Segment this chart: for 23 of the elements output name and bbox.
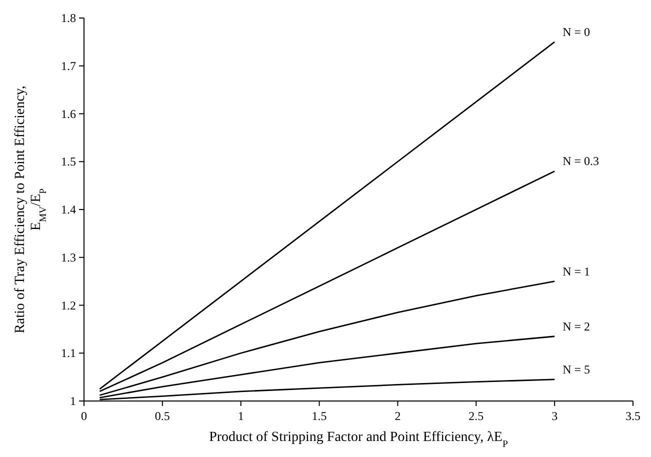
series-label: N = 2	[562, 319, 590, 334]
x-axis-title: Product of Stripping Factor and Point Efficiency, λE$_{P}$	[209, 430, 508, 450]
y-tick-label: 1.1	[61, 346, 76, 360]
y-tick-label: 1.4	[61, 202, 76, 216]
x-tick-label: 1	[238, 409, 244, 423]
y-tick-label: 1.3	[61, 250, 76, 264]
series-label: N = 0.3	[562, 154, 600, 168]
y-tick-label: 1.7	[61, 58, 76, 73]
y-tick-label: 1	[70, 394, 76, 408]
y-tick-label: 1.6	[61, 106, 76, 121]
x-tick-label: 2.5	[468, 409, 484, 423]
x-tick-label: 2	[394, 409, 401, 423]
x-tick-label: 0	[81, 409, 87, 423]
x-tick-label: 0.5	[154, 409, 170, 423]
x-tick-label: 3	[552, 409, 558, 423]
y-tick-label: 1.5	[61, 154, 76, 169]
series-label: N = 0	[562, 24, 590, 39]
series-label: N = 5	[562, 362, 590, 376]
y-tick-label: 1.8	[61, 11, 76, 25]
series-label: N = 1	[562, 264, 590, 278]
y-tick-label: 1.2	[61, 298, 76, 312]
x-tick-label: 3.5	[626, 409, 640, 423]
x-tick-label: 1.5	[312, 409, 327, 423]
